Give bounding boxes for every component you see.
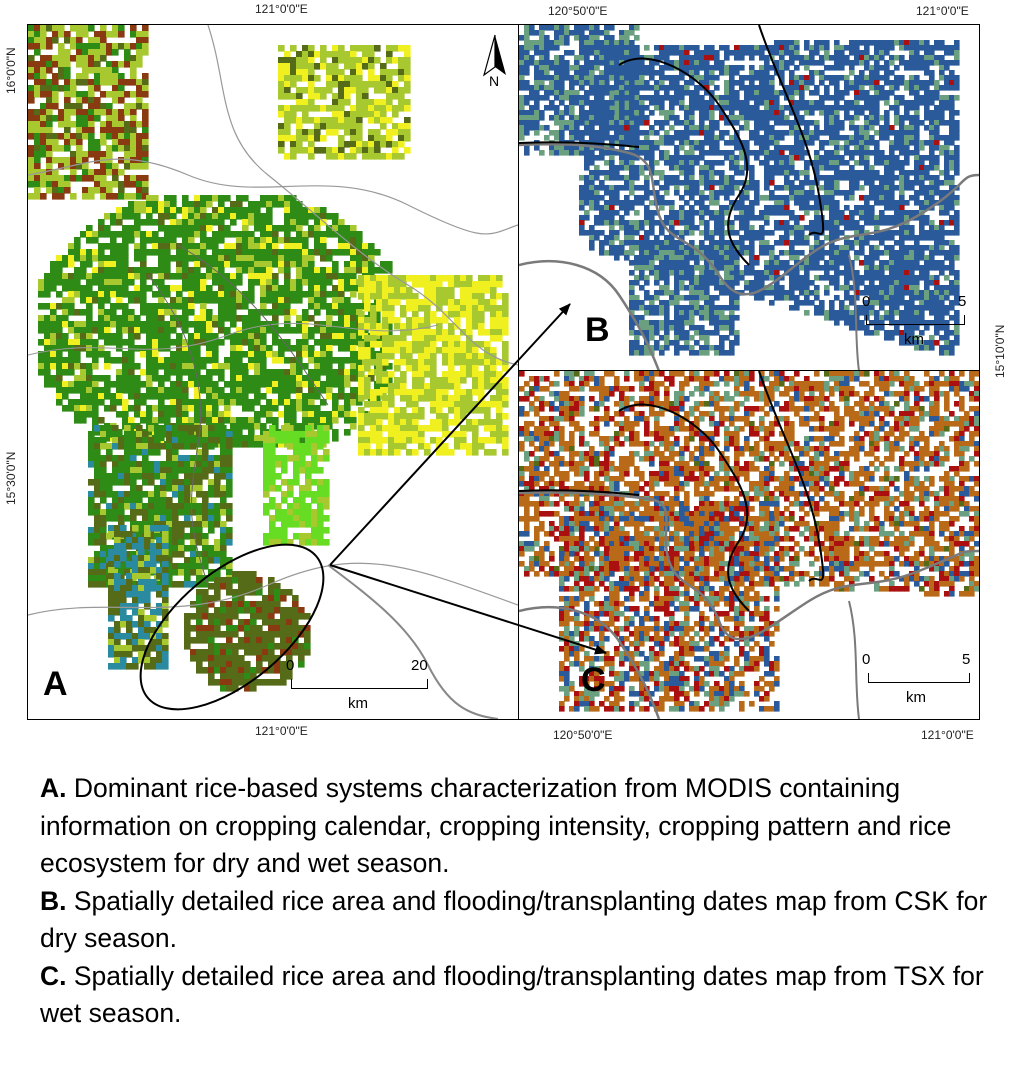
caption-b: B. Spatially detailed rice area and floo… bbox=[40, 883, 1005, 958]
coord-label-bottom-a: 121°0'0"E bbox=[255, 724, 308, 738]
scale-a-unit: km bbox=[348, 695, 368, 712]
coord-label-bottom-c-right: 121°0'0"E bbox=[921, 728, 974, 742]
scale-bar-c: 0 5 km bbox=[862, 651, 972, 711]
map-c-canvas bbox=[519, 371, 979, 719]
map-panel-c: C 0 5 km bbox=[518, 370, 980, 720]
scale-b-unit: km bbox=[904, 331, 924, 348]
scale-bar-b: 0 5 km bbox=[862, 293, 972, 353]
scale-c-line bbox=[868, 673, 970, 683]
caption-c: C. Spatially detailed rice area and floo… bbox=[40, 958, 1005, 1033]
caption-a-text: Dominant rice-based systems characteriza… bbox=[40, 773, 952, 878]
map-b-canvas bbox=[519, 25, 979, 371]
coord-label-bottom-c-left: 120°50'0"E bbox=[553, 728, 613, 742]
coord-label-top-b-right: 121°0'0"E bbox=[916, 4, 969, 18]
study-area-ellipse bbox=[139, 543, 325, 711]
caption-b-text: Spatially detailed rice area and floodin… bbox=[40, 885, 988, 954]
map-a-canvas bbox=[28, 25, 518, 719]
caption-b-label: B. bbox=[40, 885, 67, 916]
caption-c-label: C. bbox=[40, 960, 67, 991]
caption-a: A. Dominant rice-based systems character… bbox=[40, 770, 1005, 883]
coord-label-top-a: 121°0'0"E bbox=[255, 2, 308, 16]
figure-caption: A. Dominant rice-based systems character… bbox=[40, 770, 1005, 1033]
overlay-annotations bbox=[139, 303, 607, 711]
scale-bar-a: 0 20 km bbox=[286, 657, 436, 717]
coord-label-top-b-left: 120°50'0"E bbox=[548, 4, 608, 18]
scale-c-end: 5 bbox=[962, 651, 971, 668]
scale-c-start: 0 bbox=[862, 651, 871, 668]
scale-c-unit: km bbox=[906, 689, 926, 706]
map-panel-a: A N 0 20 km bbox=[27, 24, 519, 720]
map-panel-b: B 0 5 km bbox=[518, 24, 980, 372]
scale-b-end: 5 bbox=[958, 293, 967, 310]
north-arrow: N bbox=[480, 33, 510, 89]
scale-a-start: 0 bbox=[286, 657, 295, 674]
scale-a-line bbox=[291, 679, 428, 689]
scale-b-line bbox=[866, 315, 965, 325]
north-arrow-icon bbox=[482, 34, 506, 77]
panel-label-b: B bbox=[585, 311, 610, 349]
panel-label-c: C bbox=[581, 661, 606, 699]
scale-a-end: 20 bbox=[411, 657, 428, 674]
panel-label-a: A bbox=[43, 665, 68, 703]
caption-c-text: Spatially detailed rice area and floodin… bbox=[40, 960, 984, 1029]
caption-a-label: A. bbox=[40, 773, 67, 803]
north-label: N bbox=[489, 73, 500, 89]
scale-b-start: 0 bbox=[862, 293, 871, 310]
arrow-to-c bbox=[329, 564, 607, 655]
arrow-to-b bbox=[329, 303, 571, 566]
